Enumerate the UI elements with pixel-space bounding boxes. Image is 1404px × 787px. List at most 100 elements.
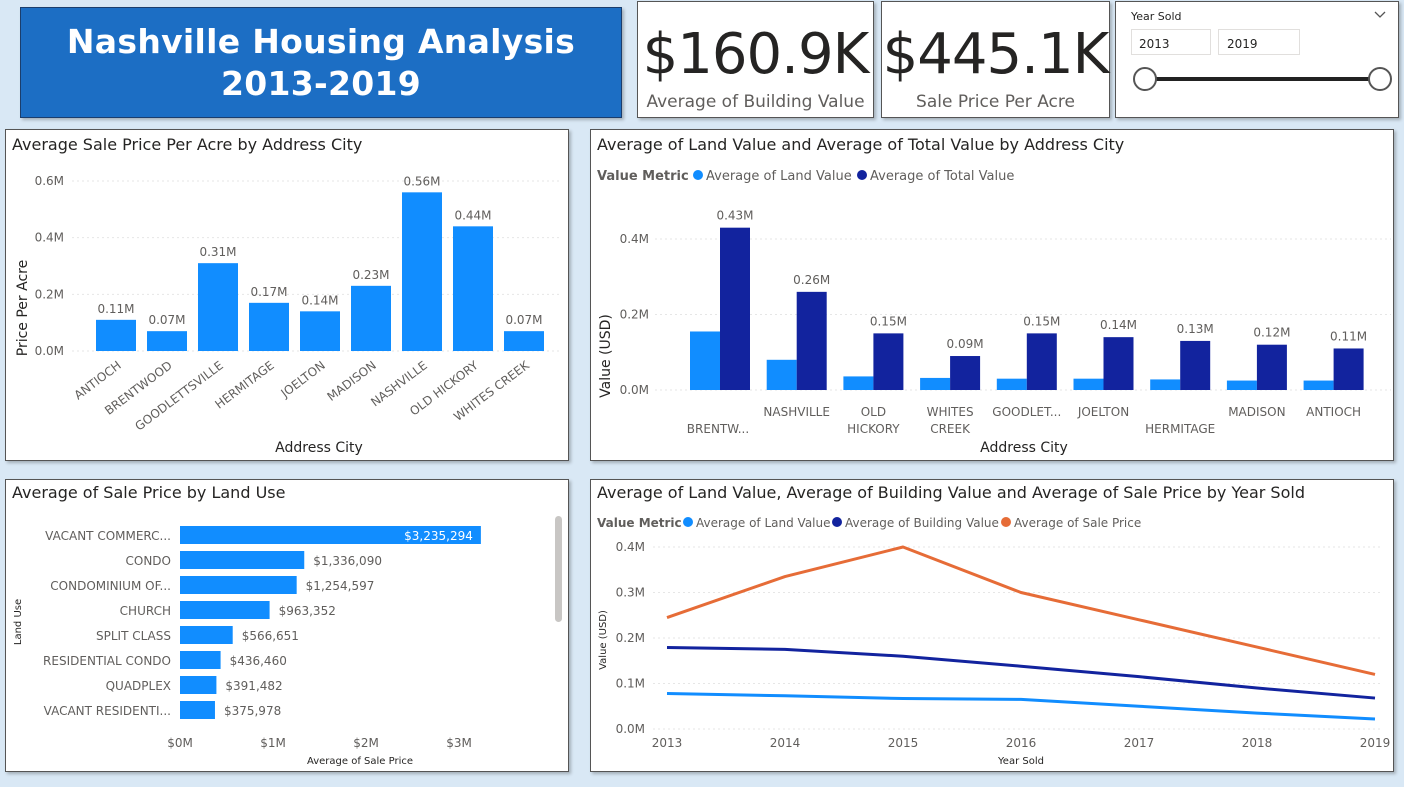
kpi-card-sale-price-per-acre[interactable]: $445.1K Sale Price Per Acre xyxy=(881,1,1110,118)
bar-land-value[interactable] xyxy=(766,359,797,390)
kpi-label: Sale Price Per Acre xyxy=(916,92,1075,112)
slicer-from-input[interactable]: 2013 xyxy=(1131,29,1211,55)
bar-total-value[interactable] xyxy=(796,291,827,390)
data-label: $3,235,294 xyxy=(404,529,473,543)
line-land-value[interactable] xyxy=(666,692,1376,721)
bar-total-value[interactable] xyxy=(1026,333,1057,390)
vertical-scrollbar[interactable] xyxy=(555,516,562,622)
data-label: 0.13M xyxy=(1177,322,1214,336)
slicer-title: Year Sold xyxy=(1131,10,1182,23)
chevron-down-icon[interactable] xyxy=(1374,10,1386,20)
legend-marker-building-value xyxy=(832,517,842,527)
bar[interactable] xyxy=(180,601,270,619)
bar[interactable] xyxy=(453,226,493,351)
bar[interactable] xyxy=(96,319,136,351)
bar[interactable] xyxy=(180,526,481,544)
data-label: $375,978 xyxy=(224,704,281,718)
legend-item-total-value[interactable]: Average of Total Value xyxy=(870,169,1014,184)
bar-land-value[interactable] xyxy=(1150,379,1181,390)
bar[interactable] xyxy=(180,676,217,694)
legend-item-land-value[interactable]: Average of Land Value xyxy=(706,169,852,184)
slicer-start-handle[interactable] xyxy=(1133,67,1157,91)
dashboard-title-card: Nashville Housing Analysis 2013-2019 xyxy=(20,7,622,118)
bar[interactable] xyxy=(198,263,238,351)
kpi-value: $160.9K xyxy=(642,22,870,87)
y-axis-title: Value (USD) xyxy=(598,314,614,398)
bar-land-value[interactable] xyxy=(1303,380,1334,390)
x-axis-title: Address City xyxy=(980,440,1068,456)
dashboard-subtitle: 2013-2019 xyxy=(220,63,422,103)
bar-land-value[interactable] xyxy=(996,378,1027,390)
line-building-value[interactable] xyxy=(666,646,1376,700)
x-tick-label: $1M xyxy=(260,736,286,750)
y-tick-label: 0.4M xyxy=(620,232,649,246)
y-tick-label: 0.0M xyxy=(35,344,64,358)
chart-title: Average of Land Value, Average of Buildi… xyxy=(597,483,1305,502)
bar-total-value[interactable] xyxy=(1256,344,1287,390)
bar[interactable] xyxy=(180,651,221,669)
legend-item-sale-price[interactable]: Average of Sale Price xyxy=(1014,516,1141,530)
slicer-to-input[interactable]: 2019 xyxy=(1218,29,1300,55)
bar-total-value[interactable] xyxy=(1333,348,1364,390)
y-tick-label: QUADPLEX xyxy=(106,679,171,693)
bar[interactable] xyxy=(351,285,391,351)
y-tick-label: 0.4M xyxy=(616,540,645,554)
x-tick-label: GOODLET... xyxy=(992,405,1061,419)
bar-total-value[interactable] xyxy=(873,333,904,390)
bar-land-value[interactable] xyxy=(920,377,951,390)
bar[interactable] xyxy=(180,626,233,644)
x-tick-label: OLD xyxy=(861,405,886,419)
bar-total-value[interactable] xyxy=(950,356,981,390)
data-label: 0.44M xyxy=(454,208,491,222)
data-label: 0.56M xyxy=(403,174,440,188)
slicer-track[interactable] xyxy=(1146,77,1379,81)
bar-land-value[interactable] xyxy=(1226,380,1257,390)
chart-land-total-value-card[interactable]: Average of Land Value and Average of Tot… xyxy=(590,129,1394,461)
chart-sale-price-land-use-card[interactable]: Average of Sale Price by Land Use Land U… xyxy=(5,479,569,772)
bar[interactable] xyxy=(180,551,305,569)
y-tick-label: VACANT COMMERC... xyxy=(45,529,171,543)
bar[interactable] xyxy=(180,576,297,594)
x-tick-label: $3M xyxy=(446,736,472,750)
legend-marker-land-value xyxy=(693,170,703,180)
legend-title: Value Metric xyxy=(597,169,689,184)
kpi-card-building-value[interactable]: $160.9K Average of Building Value xyxy=(637,1,874,118)
bar[interactable] xyxy=(180,701,215,719)
x-tick-label: CREEK xyxy=(930,422,971,436)
y-axis-title: Price Per Acre xyxy=(15,260,31,356)
x-tick-label: HERMITAGE xyxy=(1145,422,1215,436)
bar[interactable] xyxy=(402,192,442,351)
chart-price-per-acre-card[interactable]: Average Sale Price Per Acre by Address C… xyxy=(5,129,569,461)
x-tick-label: 2014 xyxy=(770,736,801,750)
legend-item-land-value[interactable]: Average of Land Value xyxy=(696,516,831,530)
y-tick-label: CHURCH xyxy=(120,604,171,618)
bar[interactable] xyxy=(504,331,544,351)
chart-values-by-year-card[interactable]: Average of Land Value, Average of Buildi… xyxy=(590,479,1394,772)
legend-marker-total-value xyxy=(857,170,867,180)
x-axis-title: Year Sold xyxy=(997,756,1044,767)
bar-land-value[interactable] xyxy=(1073,378,1104,390)
data-label: 0.11M xyxy=(97,302,134,316)
year-sold-slicer[interactable]: Year Sold 2013 2019 xyxy=(1115,1,1399,118)
bar-total-value[interactable] xyxy=(1103,337,1134,390)
y-tick-label: CONDO xyxy=(126,554,172,568)
bar-land-value[interactable] xyxy=(690,331,720,390)
y-tick-label: 0.2M xyxy=(35,287,64,301)
bar[interactable] xyxy=(300,311,340,351)
y-tick-label: 0.6M xyxy=(35,174,64,188)
bar-total-value[interactable] xyxy=(1180,340,1211,390)
x-tick-label: WHITES xyxy=(927,405,974,419)
data-label: $566,651 xyxy=(242,629,299,643)
slicer-end-handle[interactable] xyxy=(1368,67,1392,91)
legend-item-building-value[interactable]: Average of Building Value xyxy=(845,516,999,530)
data-label: 0.07M xyxy=(148,313,185,327)
x-tick-label: JOELTON xyxy=(1077,405,1129,419)
x-tick-label: BRENTW... xyxy=(687,422,749,436)
bar-land-value[interactable] xyxy=(843,376,874,390)
line-sale-price[interactable] xyxy=(666,545,1376,676)
data-label: $1,336,090 xyxy=(313,554,382,568)
bar[interactable] xyxy=(147,331,187,351)
data-label: 0.09M xyxy=(947,337,984,351)
bar-total-value[interactable] xyxy=(720,227,750,390)
bar[interactable] xyxy=(249,302,289,351)
